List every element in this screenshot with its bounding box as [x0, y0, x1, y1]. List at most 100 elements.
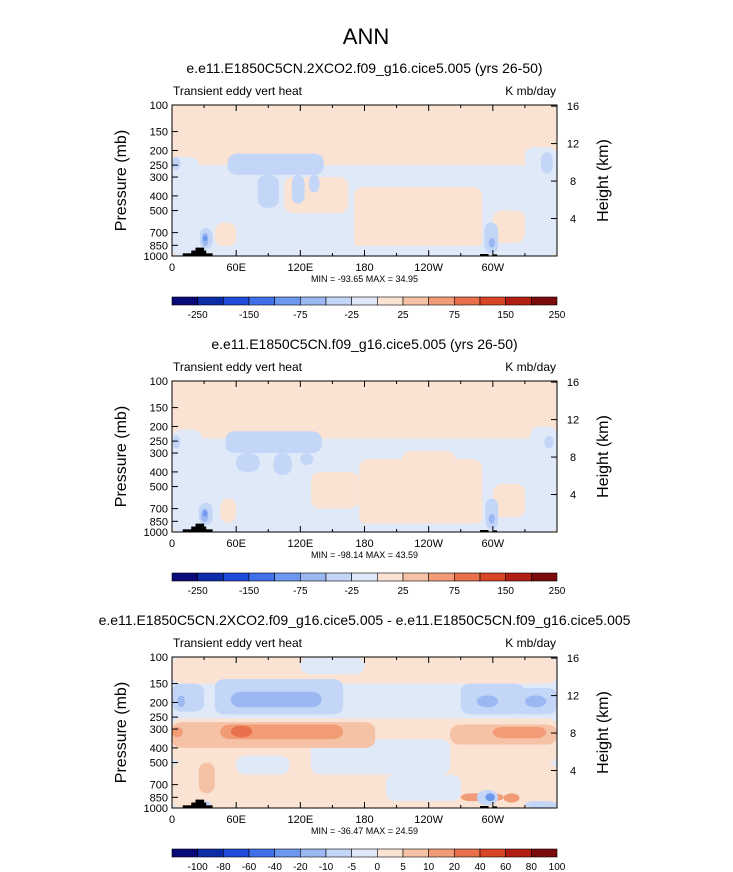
topography-mask — [195, 247, 205, 256]
colorbar-box — [223, 296, 250, 306]
height-tick-label: 4 — [570, 766, 576, 778]
y-tick-label: 300 — [150, 172, 168, 184]
colorbar-label: 10 — [423, 862, 435, 872]
contour-region — [172, 435, 181, 449]
contour-region — [484, 222, 499, 254]
colorbar-box — [454, 848, 481, 858]
colorbar-label: -75 — [293, 310, 308, 321]
x-tick-label: 60E — [226, 814, 246, 826]
colorbar: -250 -150 -75 -25 25 75 150 250 — [171, 572, 566, 597]
colorbar-label: -150 — [239, 310, 259, 321]
colorbar-label: 20 — [449, 862, 461, 872]
colorbar-box — [505, 572, 532, 582]
y-tick-label: 300 — [150, 724, 168, 736]
colorbar-box — [274, 296, 301, 306]
contour-region — [308, 174, 320, 193]
panel-title: e.e11.E1850C5CN.2XCO2.f09_g16.cice5.005 … — [186, 60, 542, 76]
x-tick-label: 60W — [482, 262, 505, 274]
colorbar-box — [351, 848, 378, 858]
contour-region — [177, 695, 185, 708]
y-tick-label: 400 — [150, 743, 168, 755]
colorbar: -250 -150 -75 -25 25 75 150 250 — [171, 296, 566, 321]
colorbar-label: -100 — [188, 862, 208, 872]
topography-mask — [480, 254, 489, 256]
colorbar-label: 75 — [449, 310, 461, 321]
colorbar-box — [248, 572, 275, 582]
contour-region — [230, 725, 253, 738]
y-tick-label: 100 — [150, 100, 168, 112]
height-axis-label: Height (km) — [595, 415, 612, 498]
x-tick-label: 0 — [169, 538, 175, 550]
colorbar-label: -250 — [188, 310, 208, 321]
colorbar-box — [325, 572, 352, 582]
contour-region — [311, 471, 360, 509]
y-tick-label: 150 — [150, 127, 168, 139]
x-tick-label: 180 — [355, 538, 373, 550]
height-tick-label: 12 — [567, 139, 579, 151]
panel-title: e.e11.E1850C5CN.f09_g16.cice5.005 (yrs 2… — [211, 336, 517, 352]
contour-region — [353, 187, 483, 250]
colorbar-label: 150 — [497, 310, 514, 321]
colorbar-box — [531, 572, 558, 582]
colorbar-box — [402, 296, 429, 306]
height-tick-label: 4 — [570, 214, 576, 226]
colorbar-box — [197, 296, 224, 306]
contour-region — [359, 459, 483, 526]
colorbar-box — [377, 848, 404, 858]
contour-region — [476, 695, 499, 708]
colorbar-label: 25 — [397, 310, 409, 321]
contour-region — [220, 498, 237, 523]
y-axis-label: Pressure (mb) — [113, 682, 130, 783]
contour-region — [401, 450, 456, 472]
y-tick-label: 400 — [150, 467, 168, 479]
colorbar-label: 80 — [526, 862, 538, 872]
contour-region — [273, 453, 292, 476]
height-tick-label: 16 — [567, 653, 579, 665]
colorbar-box — [248, 296, 275, 306]
height-tick-label: 8 — [570, 728, 576, 740]
y-tick-label: 100 — [150, 652, 168, 664]
colorbar-box — [223, 572, 250, 582]
panel-1: e.e11.E1850C5CN.2XCO2.f09_g16.cice5.005 … — [113, 60, 612, 321]
x-tick-label: 120E — [287, 262, 313, 274]
contour-region — [236, 755, 290, 775]
colorbar: -100 -80 -60 -40 -20 -10 -5 0 5 10 20 40 60 80 100 — [171, 848, 566, 872]
contour-region — [300, 453, 314, 466]
y-tick-label: 300 — [150, 448, 168, 460]
colorbar-label: 100 — [549, 862, 566, 872]
y-tick-label: 700 — [150, 228, 168, 240]
colorbar-box — [402, 572, 429, 582]
x-tick-label: 60E — [226, 262, 246, 274]
colorbar-box — [377, 572, 404, 582]
colorbar-box — [325, 296, 352, 306]
colorbar-box — [171, 572, 198, 582]
contour-region — [485, 498, 499, 530]
units-label: K mb/day — [505, 636, 556, 650]
variable-label: Transient eddy vert heat — [173, 84, 303, 98]
topography-mask — [480, 806, 489, 808]
y-tick-label: 1000 — [144, 527, 168, 539]
colorbar-label: -150 — [239, 586, 259, 597]
contour-field — [172, 381, 557, 532]
x-tick-label: 60E — [226, 538, 246, 550]
colorbar-box — [402, 848, 429, 858]
y-tick-label: 250 — [150, 712, 168, 724]
contour-region — [503, 793, 520, 803]
variable-label: Transient eddy vert heat — [173, 636, 303, 650]
contour-region — [544, 435, 554, 449]
height-tick-label: 16 — [567, 101, 579, 113]
colorbar-label: -10 — [319, 862, 334, 872]
panel-2: e.e11.E1850C5CN.f09_g16.cice5.005 (yrs 2… — [113, 336, 612, 597]
colorbar-label: -20 — [293, 862, 308, 872]
colorbar-label: 250 — [549, 586, 566, 597]
contour-region — [230, 691, 322, 708]
colorbar-box — [454, 296, 481, 306]
colorbar-box — [479, 296, 506, 306]
colorbar-box — [531, 848, 558, 858]
contour-region — [485, 793, 495, 802]
x-tick-label: 120W — [414, 262, 443, 274]
y-tick-label: 200 — [150, 697, 168, 709]
colorbar-label: -40 — [267, 862, 282, 872]
contour-region — [198, 762, 215, 794]
contour-region — [492, 210, 525, 243]
